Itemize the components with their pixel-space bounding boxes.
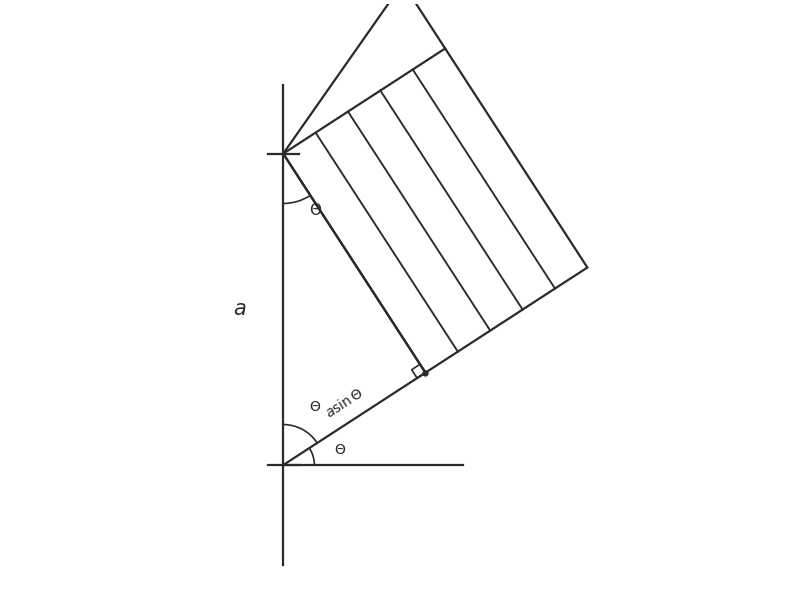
Text: $\Theta$: $\Theta$: [334, 443, 346, 457]
Text: $a$: $a$: [233, 300, 246, 319]
Text: $a\sin\Theta$: $a\sin\Theta$: [322, 385, 366, 421]
Text: $\Theta$: $\Theta$: [309, 400, 321, 414]
Text: $\Theta$: $\Theta$: [310, 202, 322, 218]
